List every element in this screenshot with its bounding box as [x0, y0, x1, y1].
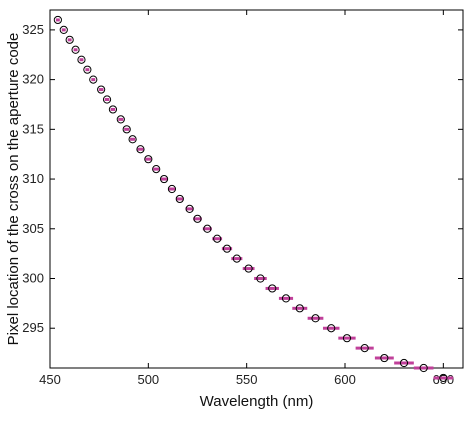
data-point	[221, 244, 233, 253]
data-point	[193, 214, 202, 223]
y-axis-ticks: 295 300 305 310 315 320 325	[22, 22, 463, 335]
data-point	[144, 155, 153, 164]
point-marker	[59, 25, 68, 34]
data-point	[53, 15, 62, 25]
point-marker	[152, 165, 161, 174]
point-marker	[108, 105, 118, 114]
y-tick-label: 325	[22, 22, 44, 37]
point-marker	[439, 373, 448, 383]
x-tick-label: 450	[39, 372, 61, 387]
data-point	[374, 353, 394, 363]
data-point	[152, 165, 161, 174]
point-marker	[144, 155, 153, 164]
data-point	[136, 145, 145, 154]
data-point	[307, 314, 324, 323]
cropped-caption-strip	[0, 410, 474, 424]
data-point	[242, 264, 255, 273]
data-point	[394, 358, 414, 368]
data-point	[59, 25, 68, 34]
y-tick-label: 315	[22, 121, 44, 136]
x-tick-label: 600	[334, 372, 356, 387]
x-axis-ticks: 450 500 550 600 650	[39, 10, 454, 387]
point-marker	[256, 274, 265, 283]
data-point	[77, 55, 86, 64]
point-marker	[89, 75, 98, 84]
y-tick-label: 305	[22, 221, 44, 236]
data-point	[278, 294, 294, 303]
point-marker	[167, 184, 177, 194]
point-marker	[122, 125, 131, 134]
data-point	[322, 324, 340, 333]
y-axis-title: Pixel location of the cross on the apert…	[5, 33, 22, 346]
point-marker	[399, 358, 409, 368]
x-tick-label: 650	[432, 372, 454, 387]
data-point	[355, 344, 374, 353]
data-point	[175, 194, 184, 204]
data-point	[108, 105, 118, 114]
point-marker	[116, 115, 125, 124]
point-marker	[380, 353, 389, 363]
data-point	[122, 125, 131, 134]
point-marker	[232, 254, 241, 263]
point-marker	[360, 344, 369, 353]
x-axis-title: Wavelength (nm)	[200, 393, 314, 410]
point-marker	[71, 45, 80, 54]
y-tick-label: 320	[22, 72, 44, 87]
point-marker	[193, 214, 202, 223]
data-point	[265, 284, 279, 293]
data-point	[83, 65, 92, 74]
data-point	[413, 363, 434, 373]
point-marker	[327, 324, 336, 333]
data-point	[89, 75, 98, 84]
point-marker	[342, 334, 352, 343]
y-tick-label: 300	[22, 271, 44, 286]
point-marker	[175, 194, 184, 204]
data-point	[292, 304, 308, 313]
point-marker	[213, 234, 222, 243]
point-marker	[77, 55, 86, 64]
point-marker	[136, 145, 145, 154]
data-point	[254, 274, 267, 283]
point-marker	[281, 294, 291, 303]
data-point	[65, 35, 74, 44]
data-point	[167, 184, 177, 194]
data-point	[202, 224, 212, 233]
point-marker	[102, 95, 112, 104]
point-marker	[419, 363, 428, 373]
plot-frame	[49, 9, 464, 369]
point-marker	[53, 15, 62, 25]
point-marker	[311, 314, 320, 323]
data-points	[53, 15, 454, 383]
point-marker	[83, 65, 92, 74]
point-marker	[65, 35, 74, 44]
point-marker	[203, 224, 212, 233]
data-point	[116, 115, 125, 124]
data-point	[128, 135, 137, 144]
point-marker	[222, 244, 232, 253]
x-tick-label: 500	[137, 372, 159, 387]
point-marker	[185, 204, 194, 213]
point-marker	[159, 174, 169, 184]
data-point	[97, 85, 106, 94]
data-point	[433, 373, 454, 383]
y-tick-label: 295	[22, 320, 44, 335]
data-point	[102, 95, 112, 104]
data-point	[338, 334, 356, 343]
point-marker	[268, 284, 277, 293]
data-point	[212, 234, 223, 243]
data-point	[231, 254, 243, 263]
plot-border	[49, 9, 464, 369]
point-marker	[295, 304, 304, 313]
y-tick-label: 310	[22, 171, 44, 186]
data-point	[159, 174, 169, 184]
point-marker	[244, 264, 253, 273]
data-point	[71, 45, 80, 54]
point-marker	[97, 85, 106, 94]
data-point	[185, 204, 194, 213]
point-marker	[128, 135, 137, 144]
x-tick-label: 550	[236, 372, 258, 387]
